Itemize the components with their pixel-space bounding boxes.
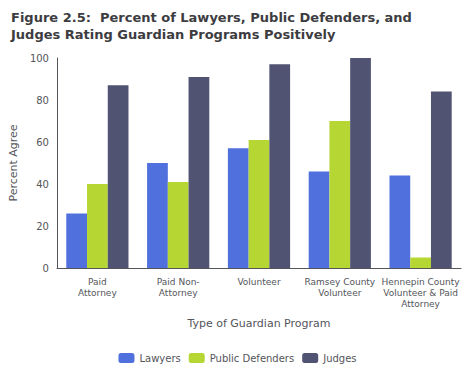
svg-text:Hennepin County: Hennepin County xyxy=(382,277,461,287)
svg-text:Paid: Paid xyxy=(88,277,107,287)
svg-text:Volunteer: Volunteer xyxy=(237,277,280,287)
svg-text:Attorney: Attorney xyxy=(401,299,440,309)
svg-text:Paid Non-: Paid Non- xyxy=(157,277,200,287)
svg-text:40: 40 xyxy=(36,179,49,190)
svg-text:80: 80 xyxy=(36,95,49,106)
svg-text:Attorney: Attorney xyxy=(159,288,198,298)
svg-text:Lawyers: Lawyers xyxy=(139,353,180,364)
svg-text:Judges: Judges xyxy=(322,353,356,364)
svg-text:Volunteer & Paid: Volunteer & Paid xyxy=(383,288,458,298)
svg-text:Judges Rating Guardian Program: Judges Rating Guardian Programs Positive… xyxy=(10,27,336,42)
svg-text:20: 20 xyxy=(36,221,49,232)
svg-text:Volunteer: Volunteer xyxy=(318,288,361,298)
svg-text:Public Defenders: Public Defenders xyxy=(210,353,294,364)
svg-text:Ramsey County: Ramsey County xyxy=(304,277,375,287)
svg-text:Type of Guardian Program: Type of Guardian Program xyxy=(186,317,330,330)
svg-text:Figure 2.5: Percent of Lawyer: Figure 2.5: Percent of Lawyers, Public D… xyxy=(11,10,412,25)
svg-text:Percent Agree: Percent Agree xyxy=(7,124,20,201)
svg-text:Attorney: Attorney xyxy=(78,288,117,298)
svg-text:100: 100 xyxy=(30,53,49,64)
svg-text:0: 0 xyxy=(43,263,49,274)
svg-text:60: 60 xyxy=(36,137,49,148)
